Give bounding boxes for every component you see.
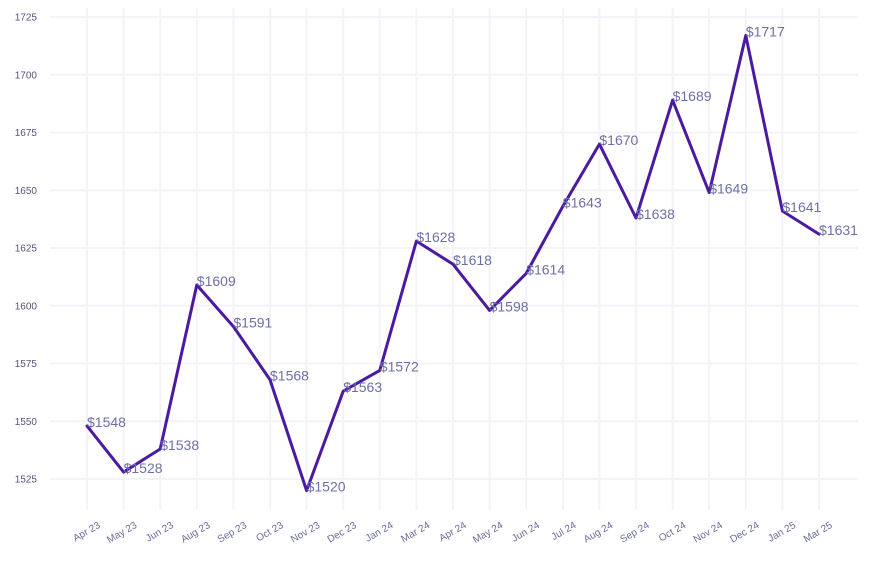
data-label: $1641 xyxy=(782,199,821,215)
grid xyxy=(50,8,858,510)
x-tick-label: Sep 24 xyxy=(619,520,652,546)
data-label: $1689 xyxy=(673,88,712,104)
x-tick-label: Aug 23 xyxy=(179,520,212,546)
series-line xyxy=(85,34,821,493)
y-tick-label: 1600 xyxy=(15,301,38,312)
data-labels: $1548 $1528 $1538 $1609 $1591 $1568 $1520 $1563… xyxy=(87,23,858,494)
data-label: $1568 xyxy=(270,368,309,384)
y-tick-label: 1675 xyxy=(15,128,38,139)
data-label: $1614 xyxy=(526,261,565,277)
x-tick-label: Jan 24 xyxy=(364,520,396,545)
x-tick-label: Dec 24 xyxy=(728,520,761,546)
x-tick-label: Jan 25 xyxy=(766,520,798,545)
series xyxy=(85,34,821,493)
data-label: $1591 xyxy=(233,315,272,331)
data-label: $1563 xyxy=(343,379,382,395)
x-tick-label: Oct 24 xyxy=(657,520,688,544)
data-label: $1548 xyxy=(87,414,126,430)
y-tick-label: 1525 xyxy=(15,475,38,486)
data-label: $1538 xyxy=(160,437,199,453)
x-tick-label: Dec 23 xyxy=(326,520,359,546)
x-tick-label: Apr 24 xyxy=(437,520,468,544)
data-label: $1628 xyxy=(416,229,455,245)
x-tick-label: Jun 23 xyxy=(144,520,176,545)
data-label: $1528 xyxy=(124,460,163,476)
x-tick-label: Jul 24 xyxy=(550,520,579,543)
data-label: $1717 xyxy=(746,23,785,39)
data-label: $1649 xyxy=(709,181,748,197)
data-label: $1618 xyxy=(453,252,492,268)
x-tick-label: Oct 23 xyxy=(254,520,285,544)
data-label: $1572 xyxy=(380,358,419,374)
x-tick-label: Nov 24 xyxy=(692,520,725,546)
y-tick-label: 1700 xyxy=(15,70,38,81)
y-tick-label: 1625 xyxy=(15,244,38,255)
x-tick-label: May 24 xyxy=(471,520,505,546)
x-tick-label: Mar 25 xyxy=(802,520,835,545)
x-tick-label: Nov 23 xyxy=(289,520,322,546)
y-tick-label: 1575 xyxy=(15,359,38,370)
x-axis: Apr 23 May 23 Jun 23 Aug 23 Sep 23 Oct 23 Nov … xyxy=(71,520,834,546)
x-tick-label: Mar 24 xyxy=(399,520,432,545)
y-tick-label: 1725 xyxy=(15,13,38,24)
data-label: $1670 xyxy=(599,132,638,148)
x-tick-label: Sep 23 xyxy=(216,520,249,546)
y-tick-label: 1650 xyxy=(15,186,38,197)
data-label: $1631 xyxy=(819,222,858,238)
y-tick-label: 1550 xyxy=(15,417,38,428)
data-label: $1638 xyxy=(636,206,675,222)
x-tick-label: May 23 xyxy=(105,520,139,546)
y-axis: 1525 1550 1575 1600 1625 1650 1675 1700 1725 xyxy=(15,13,38,486)
data-label: $1520 xyxy=(307,479,346,495)
x-tick-label: Jun 24 xyxy=(510,520,542,545)
data-label: $1609 xyxy=(197,273,236,289)
x-tick-label: Aug 24 xyxy=(582,520,615,546)
data-label: $1598 xyxy=(490,298,529,314)
x-tick-label: Apr 23 xyxy=(71,520,102,544)
data-label: $1643 xyxy=(563,194,602,210)
